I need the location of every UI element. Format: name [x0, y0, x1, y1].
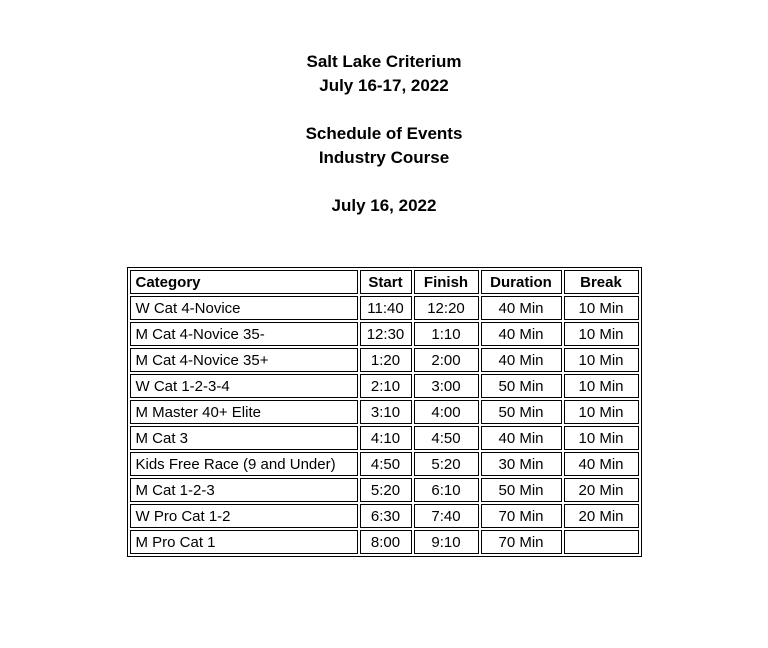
cell-duration: 70 Min [480, 504, 562, 528]
cell-category: M Cat 3 [129, 426, 358, 450]
cell-duration: 40 Min [480, 296, 562, 320]
cell-break [563, 530, 639, 554]
cell-finish: 2:00 [413, 348, 479, 372]
cell-finish: 7:40 [413, 504, 479, 528]
table-header-row: Category Start Finish Duration Break [129, 270, 639, 294]
subtitle-block: Schedule of Events Industry Course [0, 122, 768, 170]
table-row: M Cat 3 4:10 4:50 40 Min 10 Min [129, 426, 639, 450]
table-body: W Cat 4-Novice 11:40 12:20 40 Min 10 Min M Ca… [129, 296, 639, 554]
cell-break: 10 Min [563, 322, 639, 346]
table-row: M Cat 4-Novice 35- 12:30 1:10 40 Min 10 Min [129, 322, 639, 346]
title-block: Salt Lake Criterium July 16-17, 2022 [0, 50, 768, 98]
cell-category: M Cat 4-Novice 35+ [129, 348, 358, 372]
cell-category: Kids Free Race (9 and Under) [129, 452, 358, 476]
cell-duration: 50 Min [480, 478, 562, 502]
cell-duration: 70 Min [480, 530, 562, 554]
cell-start: 11:40 [359, 296, 412, 320]
cell-finish: 12:20 [413, 296, 479, 320]
cell-start: 3:10 [359, 400, 412, 424]
cell-duration: 30 Min [480, 452, 562, 476]
cell-break: 20 Min [563, 504, 639, 528]
course-subtitle: Industry Course [318, 148, 450, 167]
table-row: M Cat 4-Novice 35+ 1:20 2:00 40 Min 10 Min [129, 348, 639, 372]
table-row: W Pro Cat 1-2 6:30 7:40 70 Min 20 Min [129, 504, 639, 528]
cell-finish: 9:10 [413, 530, 479, 554]
day-heading: July 16, 2022 [331, 196, 437, 215]
event-title: Salt Lake Criterium [306, 52, 462, 71]
cell-category: M Cat 4-Novice 35- [129, 322, 358, 346]
cell-break: 10 Min [563, 296, 639, 320]
cell-start: 4:50 [359, 452, 412, 476]
table-row: M Master 40+ Elite 3:10 4:00 50 Min 10 Min [129, 400, 639, 424]
cell-finish: 4:50 [413, 426, 479, 450]
cell-finish: 3:00 [413, 374, 479, 398]
cell-category: W Cat 4-Novice [129, 296, 358, 320]
cell-duration: 40 Min [480, 322, 562, 346]
cell-start: 8:00 [359, 530, 412, 554]
cell-break: 40 Min [563, 452, 639, 476]
cell-start: 1:20 [359, 348, 412, 372]
column-header-break: Break [563, 270, 639, 294]
cell-break: 10 Min [563, 400, 639, 424]
cell-start: 4:10 [359, 426, 412, 450]
cell-break: 10 Min [563, 426, 639, 450]
cell-start: 6:30 [359, 504, 412, 528]
cell-break: 10 Min [563, 374, 639, 398]
cell-finish: 1:10 [413, 322, 479, 346]
cell-start: 2:10 [359, 374, 412, 398]
cell-start: 5:20 [359, 478, 412, 502]
cell-category: W Cat 1-2-3-4 [129, 374, 358, 398]
cell-finish: 6:10 [413, 478, 479, 502]
cell-break: 20 Min [563, 478, 639, 502]
cell-category: M Cat 1-2-3 [129, 478, 358, 502]
column-header-category: Category [129, 270, 358, 294]
table-row: W Cat 1-2-3-4 2:10 3:00 50 Min 10 Min [129, 374, 639, 398]
schedule-table: Category Start Finish Duration Break W Cat 4… [126, 267, 642, 557]
table-row: M Pro Cat 1 8:00 9:10 70 Min [129, 530, 639, 554]
column-header-finish: Finish [413, 270, 479, 294]
cell-break: 10 Min [563, 348, 639, 372]
column-header-start: Start [359, 270, 412, 294]
table-row: Kids Free Race (9 and Under) 4:50 5:20 30 M… [129, 452, 639, 476]
table-row: M Cat 1-2-3 5:20 6:10 50 Min 20 Min [129, 478, 639, 502]
column-header-duration: Duration [480, 270, 562, 294]
table-row: W Cat 4-Novice 11:40 12:20 40 Min 10 Min [129, 296, 639, 320]
cell-duration: 40 Min [480, 426, 562, 450]
cell-finish: 4:00 [413, 400, 479, 424]
cell-category: W Pro Cat 1-2 [129, 504, 358, 528]
event-dates: July 16-17, 2022 [319, 76, 449, 95]
cell-finish: 5:20 [413, 452, 479, 476]
cell-category: M Pro Cat 1 [129, 530, 358, 554]
cell-start: 12:30 [359, 322, 412, 346]
cell-duration: 50 Min [480, 374, 562, 398]
cell-duration: 50 Min [480, 400, 562, 424]
schedule-subtitle: Schedule of Events [305, 124, 463, 143]
cell-category: M Master 40+ Elite [129, 400, 358, 424]
cell-duration: 40 Min [480, 348, 562, 372]
